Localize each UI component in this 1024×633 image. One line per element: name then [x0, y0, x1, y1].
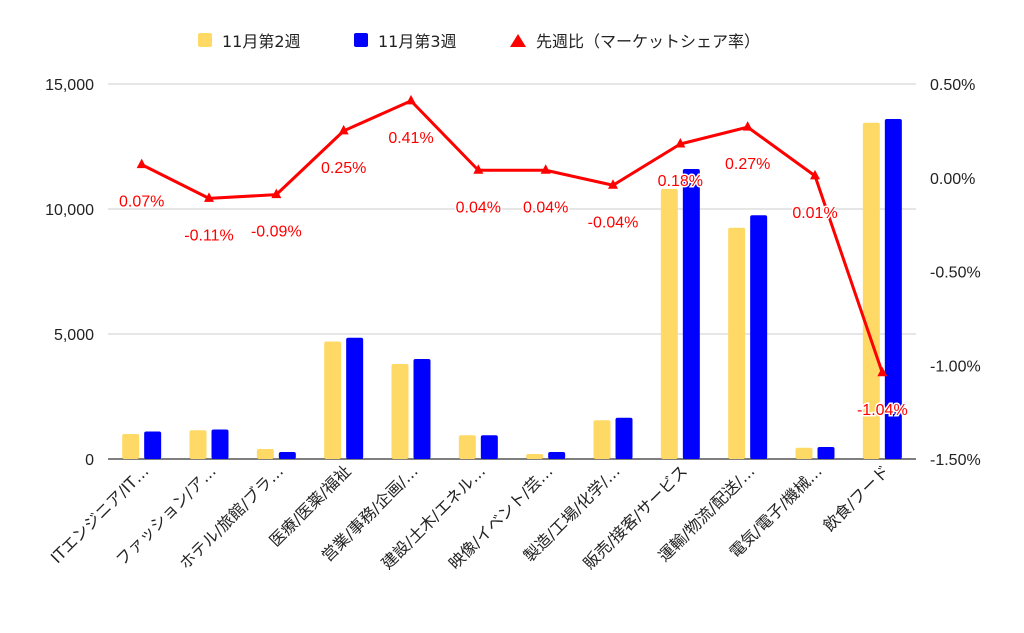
line-point-marker	[540, 164, 551, 174]
bar-series-2	[346, 337, 364, 459]
line-data-label: 0.18%	[658, 173, 703, 190]
bar-series-2	[682, 169, 700, 459]
line-point-marker	[473, 164, 484, 174]
bar-series-2	[144, 431, 162, 459]
y-right-tick-label: 0.50%	[930, 77, 975, 94]
bar-series-1	[795, 447, 813, 459]
line-data-label: -0.09%	[251, 224, 302, 241]
bar-series-1	[458, 435, 476, 459]
bar-series-2	[480, 435, 498, 459]
legend-item-series-2[interactable]: 11月第3週	[354, 26, 457, 54]
line-point-marker	[877, 366, 888, 377]
bar-series-2	[750, 215, 768, 459]
line-point-marker	[338, 124, 349, 135]
y-right-tick-label: -1.50%	[930, 452, 981, 469]
bar-series-1	[122, 434, 140, 459]
y-left-tick-label: 15,000	[45, 77, 94, 94]
line-data-label: 0.01%	[792, 205, 837, 222]
line-point-marker	[608, 179, 618, 189]
legend-label-series-2: 11月第3週	[378, 32, 457, 51]
line-series-share-change	[140, 99, 884, 374]
y-right-tick-label: -0.50%	[930, 265, 981, 282]
bar-series-1	[256, 449, 274, 459]
bar-series-1	[526, 454, 544, 459]
bar-series-2	[211, 429, 229, 459]
line-data-label: 0.27%	[725, 156, 770, 173]
line-point-marker	[406, 94, 416, 105]
line-data-label: -0.04%	[588, 214, 639, 231]
bar-series-1	[324, 341, 342, 459]
legend-marker-triangle-icon	[510, 33, 526, 47]
line-point-marker	[742, 121, 753, 131]
bar-series-2	[278, 452, 296, 459]
bar-series-1	[391, 364, 409, 459]
y-left-tick-label: 0	[85, 452, 94, 469]
line-point-marker	[271, 188, 282, 199]
bar-series-1	[862, 122, 880, 459]
y-left-tick-label: 5,000	[54, 327, 94, 344]
y-right-tick-label: 0.00%	[930, 171, 975, 188]
line-point-marker	[204, 192, 214, 202]
y-left-tick-label: 10,000	[45, 202, 94, 219]
bar-series-2	[817, 447, 835, 459]
bar-series-1	[189, 430, 207, 459]
line-data-label: 0.07%	[119, 194, 164, 211]
x-tick-label: 飲食/フード	[819, 461, 893, 535]
bar-series-2	[884, 119, 902, 459]
bar-series-1	[728, 227, 746, 459]
bar-series-2	[413, 359, 431, 459]
bar-series-2	[615, 417, 633, 459]
line-point-marker	[136, 158, 147, 169]
y-right-tick-label: -1.00%	[930, 358, 981, 375]
bar-series-1	[593, 420, 611, 459]
line-point-marker	[675, 138, 686, 148]
legend-swatch-series-1	[198, 33, 212, 47]
legend-item-line-series[interactable]: 先週比（マーケットシェア率）	[510, 26, 760, 54]
legend-item-series-1[interactable]: 11月第2週	[198, 26, 301, 54]
line-data-label: -1.04%	[857, 402, 908, 419]
legend-label-series-1: 11月第2週	[222, 32, 301, 51]
bar-series-1	[660, 189, 678, 459]
bar-series-2	[548, 452, 566, 459]
line-data-label: 0.25%	[321, 160, 366, 177]
line-data-label: -0.11%	[184, 227, 234, 244]
line-data-label: 0.04%	[456, 199, 501, 216]
legend-swatch-series-2	[354, 33, 368, 47]
line-data-label: 0.04%	[523, 199, 568, 216]
chart-legend: 11月第2週 11月第3週 先週比（マーケットシェア率）	[0, 26, 1024, 54]
line-point-marker	[810, 169, 820, 180]
legend-label-line-series: 先週比（マーケットシェア率）	[536, 32, 761, 51]
line-data-label: 0.41%	[388, 130, 433, 147]
